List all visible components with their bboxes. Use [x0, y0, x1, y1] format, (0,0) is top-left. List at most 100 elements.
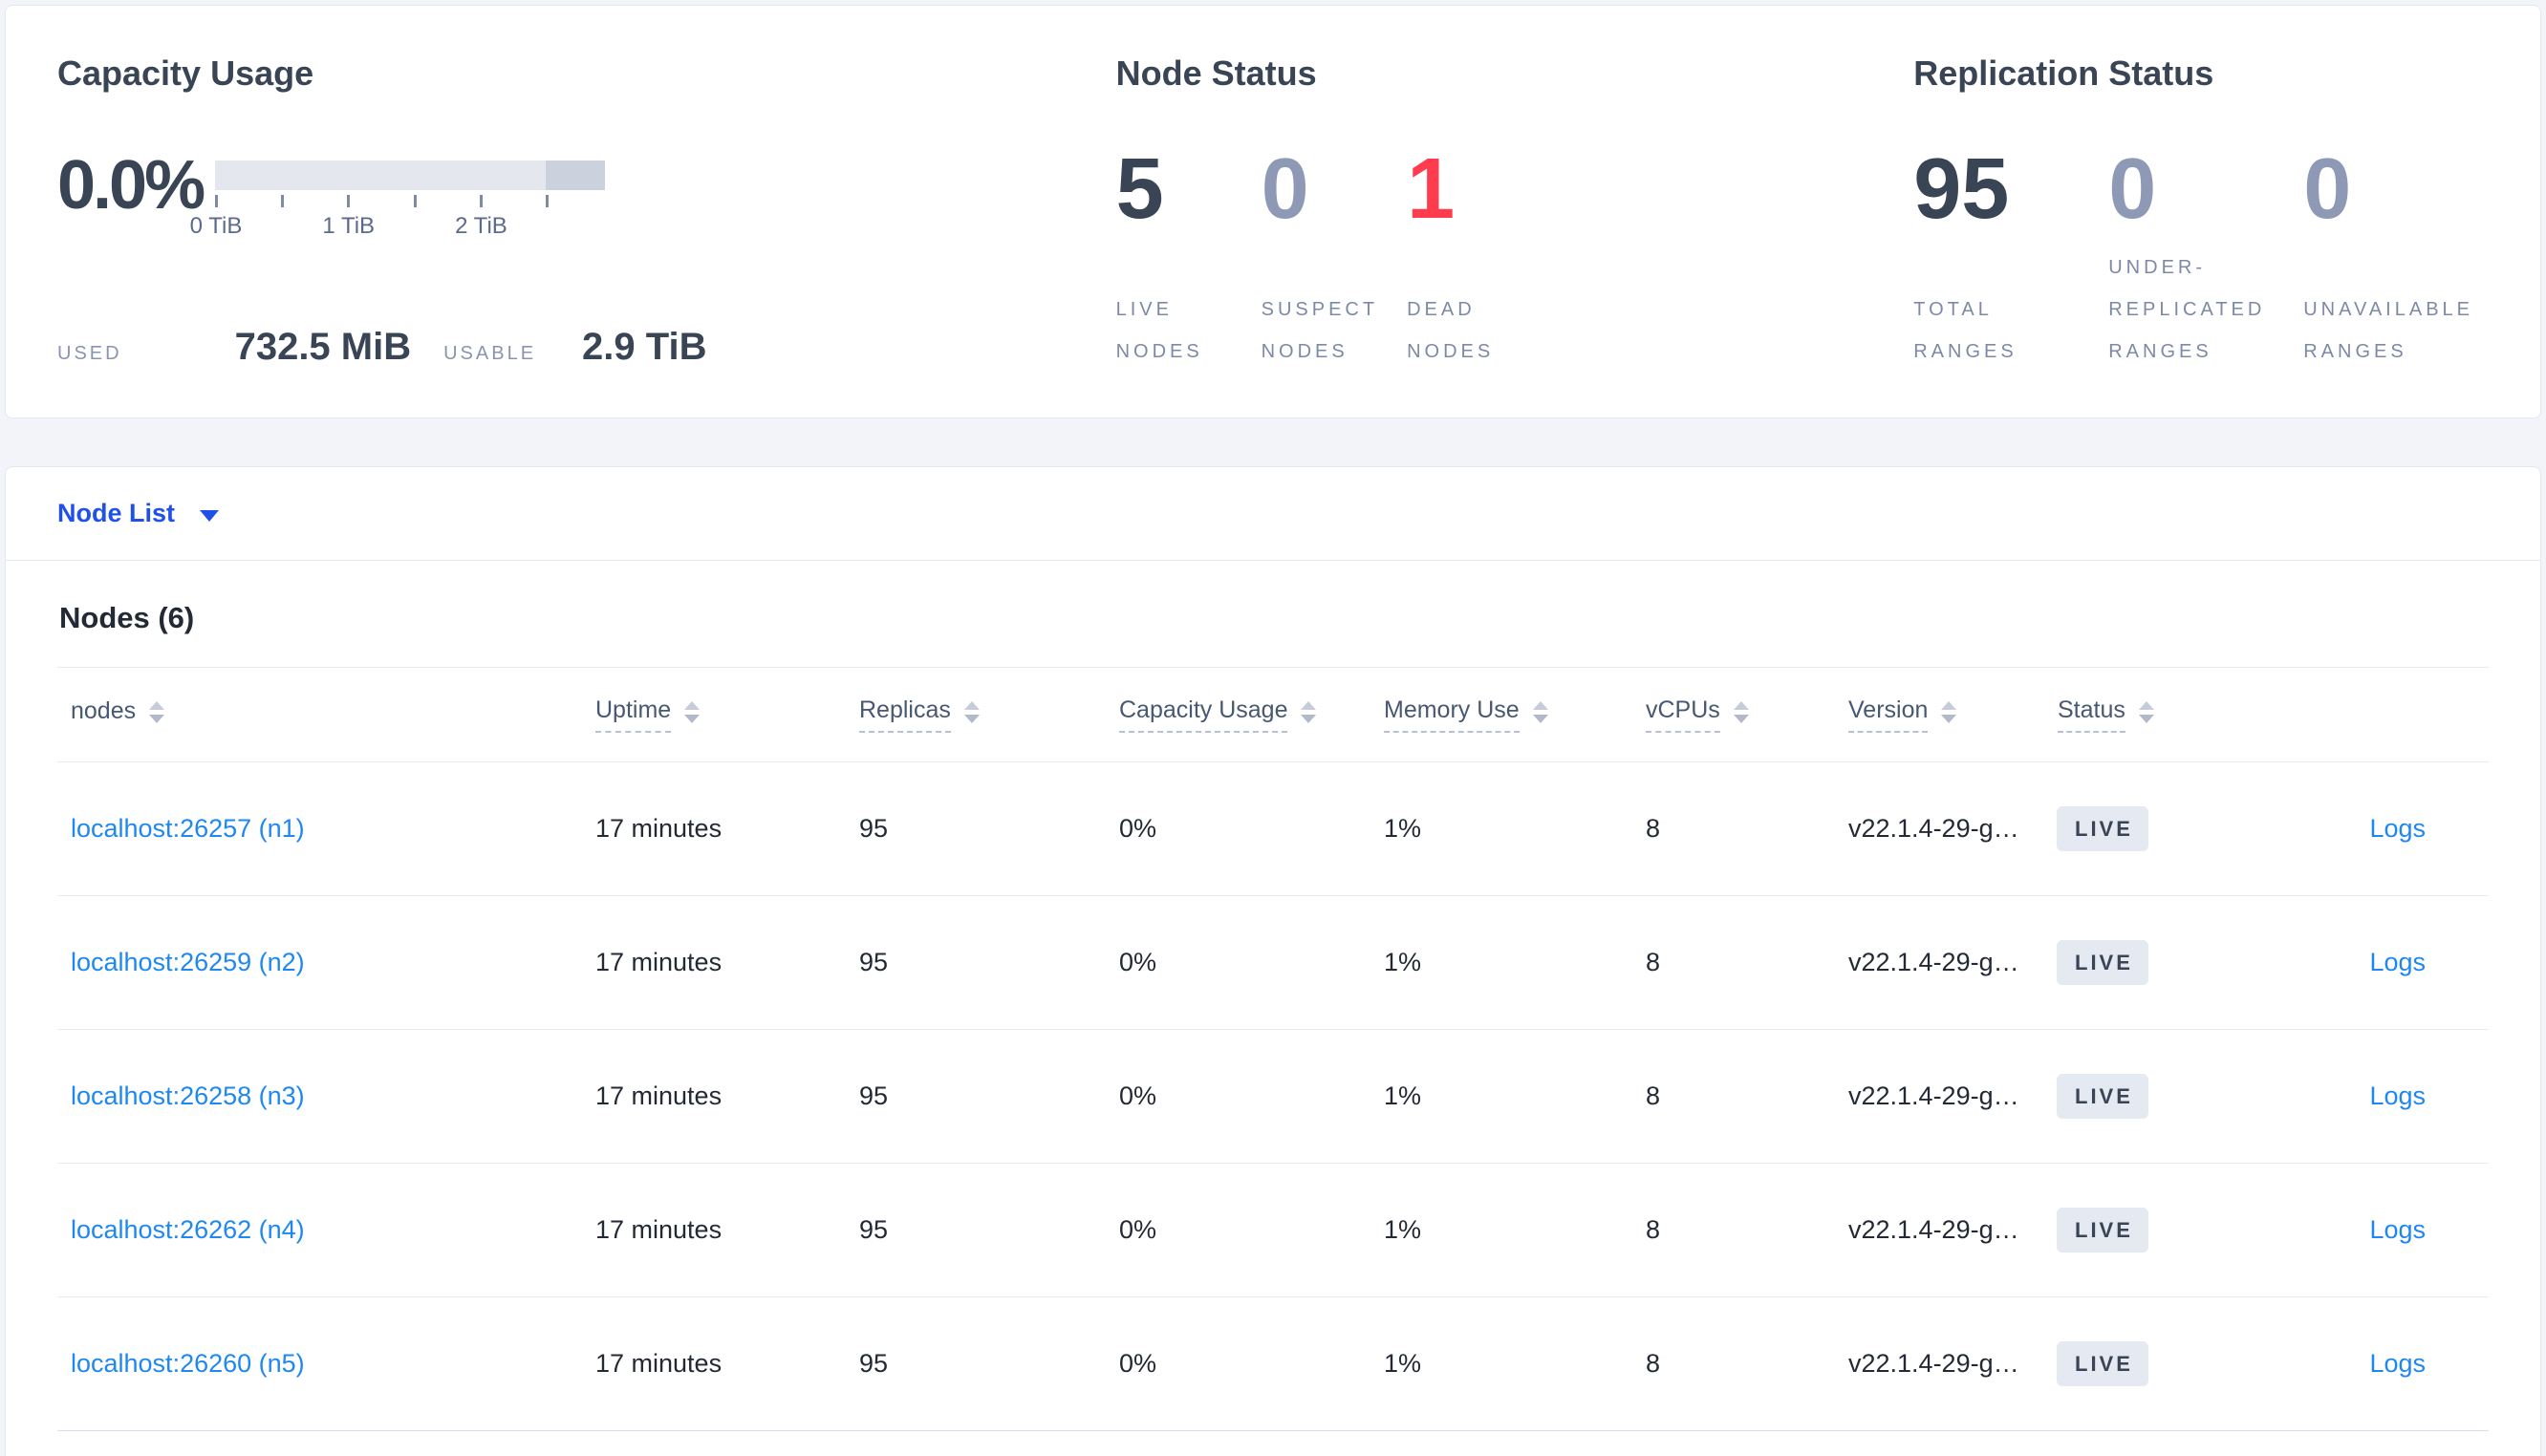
status-badge: LIVE — [2057, 1074, 2148, 1119]
column-header[interactable]: Capacity Usage — [1119, 696, 1384, 733]
version-cell: v22.1.4-29-g… — [1848, 1215, 2019, 1244]
vcpus-cell: 8 — [1646, 1081, 1661, 1110]
node-list-dropdown[interactable]: Node List — [57, 499, 220, 528]
uptime-cell: 17 minutes — [595, 1215, 723, 1244]
replicas-cell: 95 — [859, 1081, 889, 1110]
version-cell: v22.1.4-29-g… — [1848, 1349, 2019, 1378]
logs-link[interactable]: Logs — [2369, 1215, 2426, 1244]
capacity-usage-cell: 0% — [1119, 1081, 1157, 1110]
column-header-label: Capacity Usage — [1119, 696, 1288, 733]
stat-value: 0 — [1261, 141, 1309, 237]
table-row: localhost:26262 (n4) 17 minutes 95 0% 1%… — [57, 1164, 2489, 1297]
column-header-label: Replicas — [859, 696, 951, 733]
node-list-panel: Node List Nodes (6) nodes Uptime Replica… — [5, 466, 2541, 1456]
logs-link[interactable]: Logs — [2369, 1349, 2426, 1378]
vcpus-cell: 8 — [1646, 948, 1661, 976]
node-link[interactable]: localhost:26262 (n4) — [71, 1215, 305, 1244]
nodes-table: Nodes (6) nodes Uptime Replicas Capacity… — [6, 561, 2540, 1431]
capacity-bar-chart: 0 TiB 1 TiB 2 TiB — [190, 161, 605, 242]
sort-icon — [2138, 700, 2154, 723]
table-row: localhost:26258 (n3) 17 minutes 95 0% 1%… — [57, 1030, 2489, 1164]
stat-label: SUSPECT NODES — [1261, 299, 1379, 362]
stat-label: LIVE NODES — [1115, 299, 1203, 362]
memory-use-cell: 1% — [1384, 948, 1422, 976]
summary-stat: 1 DEAD NODES — [1407, 141, 1552, 373]
uptime-cell: 17 minutes — [595, 948, 723, 976]
capacity-axis-ticks — [215, 190, 605, 207]
replicas-cell: 95 — [859, 1215, 889, 1244]
capacity-tick-label: 2 TiB — [455, 213, 507, 239]
node-link[interactable]: localhost:26259 (n2) — [71, 948, 305, 976]
stat-label: UNDER- REPLICATED RANGES — [2108, 257, 2266, 362]
capacity-usage-section: Capacity Usage 0.0% 0 TiB 1 TiB 2 TiB USED… — [57, 54, 1116, 418]
replication-status-stats: 95 TOTAL RANGES 0 UNDER- REPLICATED RANGES … — [1913, 141, 2502, 373]
summary-stat: 0 UNAVAILABLE RANGES — [2303, 146, 2502, 373]
uptime-cell: 17 minutes — [595, 814, 723, 843]
sort-icon — [1733, 700, 1749, 723]
stat-label: TOTAL RANGES — [1913, 299, 2017, 362]
capacity-bar — [215, 161, 605, 190]
stat-label: DEAD NODES — [1407, 299, 1495, 362]
memory-use-cell: 1% — [1384, 1215, 1422, 1244]
table-row: localhost:26257 (n1) 17 minutes 95 0% 1%… — [57, 762, 2489, 896]
chevron-down-icon — [200, 509, 220, 522]
replicas-cell: 95 — [859, 814, 889, 843]
column-header-label: Memory Use — [1384, 696, 1520, 733]
vcpus-cell: 8 — [1646, 1215, 1661, 1244]
sort-icon — [684, 700, 701, 723]
capacity-used-percent: 0.0% — [57, 147, 205, 224]
status-badge: LIVE — [2057, 806, 2148, 851]
node-link[interactable]: localhost:26260 (n5) — [71, 1349, 305, 1378]
used-label: USED — [57, 343, 122, 364]
cluster-summary-panel: Capacity Usage 0.0% 0 TiB 1 TiB 2 TiB USED… — [5, 5, 2541, 418]
column-header[interactable]: Memory Use — [1384, 696, 1646, 733]
vcpus-cell: 8 — [1646, 814, 1661, 843]
column-header[interactable]: Status — [2058, 696, 2261, 733]
stat-value: 1 — [1407, 141, 1456, 237]
node-link[interactable]: localhost:26257 (n1) — [71, 814, 305, 843]
status-badge: LIVE — [2057, 1341, 2148, 1386]
used-value: 732.5 MiB — [234, 326, 412, 368]
memory-use-cell: 1% — [1384, 1349, 1422, 1378]
nodes-heading: Nodes (6) — [57, 561, 2489, 668]
status-badge: LIVE — [2057, 1208, 2148, 1253]
status-badge: LIVE — [2057, 940, 2148, 985]
nodes-table-header: nodes Uptime Replicas Capacity Usage Mem… — [57, 668, 2489, 762]
column-header-label: Version — [1848, 696, 1929, 733]
capacity-usage-cell: 0% — [1119, 1215, 1157, 1244]
vcpus-cell: 8 — [1646, 1349, 1661, 1378]
column-header-label: vCPUs — [1646, 696, 1720, 733]
summary-stat: 5 LIVE NODES — [1115, 141, 1262, 373]
summary-stat: 0 SUSPECT NODES — [1261, 141, 1407, 373]
stat-value: 0 — [2108, 141, 2157, 237]
sort-icon — [1301, 700, 1317, 723]
column-header[interactable]: vCPUs — [1646, 696, 1848, 733]
stat-value: 5 — [1115, 141, 1164, 237]
stat-value: 95 — [1913, 141, 2010, 237]
usable-label: USABLE — [443, 343, 537, 364]
logs-link[interactable]: Logs — [2369, 814, 2426, 843]
summary-stat: 95 TOTAL RANGES — [1913, 141, 2108, 373]
replication-status-title: Replication Status — [1913, 54, 2214, 93]
column-header[interactable]: nodes — [57, 697, 595, 732]
logs-link[interactable]: Logs — [2369, 948, 2426, 976]
logs-link[interactable]: Logs — [2369, 1081, 2426, 1110]
table-row: localhost:26260 (n5) 17 minutes 95 0% 1%… — [57, 1297, 2489, 1431]
column-header[interactable]: Uptime — [595, 696, 859, 733]
column-header[interactable]: Version — [1848, 696, 2058, 733]
uptime-cell: 17 minutes — [595, 1081, 723, 1110]
column-header[interactable]: Replicas — [859, 696, 1119, 733]
capacity-usage-cell: 0% — [1119, 948, 1157, 976]
memory-use-cell: 1% — [1384, 814, 1422, 843]
version-cell: v22.1.4-29-g… — [1848, 1081, 2019, 1110]
capacity-usage-cell: 0% — [1119, 1349, 1157, 1378]
usable-value: 2.9 TiB — [582, 326, 707, 368]
capacity-tick-label: 1 TiB — [322, 213, 376, 239]
capacity-bar-tail-segment — [546, 161, 605, 190]
sort-icon — [1941, 700, 1957, 723]
replicas-cell: 95 — [859, 1349, 889, 1378]
table-row: localhost:26259 (n2) 17 minutes 95 0% 1%… — [57, 896, 2489, 1030]
summary-stat: 0 UNDER- REPLICATED RANGES — [2108, 141, 2303, 373]
column-header-label: Status — [2058, 696, 2125, 733]
node-link[interactable]: localhost:26258 (n3) — [71, 1081, 305, 1110]
